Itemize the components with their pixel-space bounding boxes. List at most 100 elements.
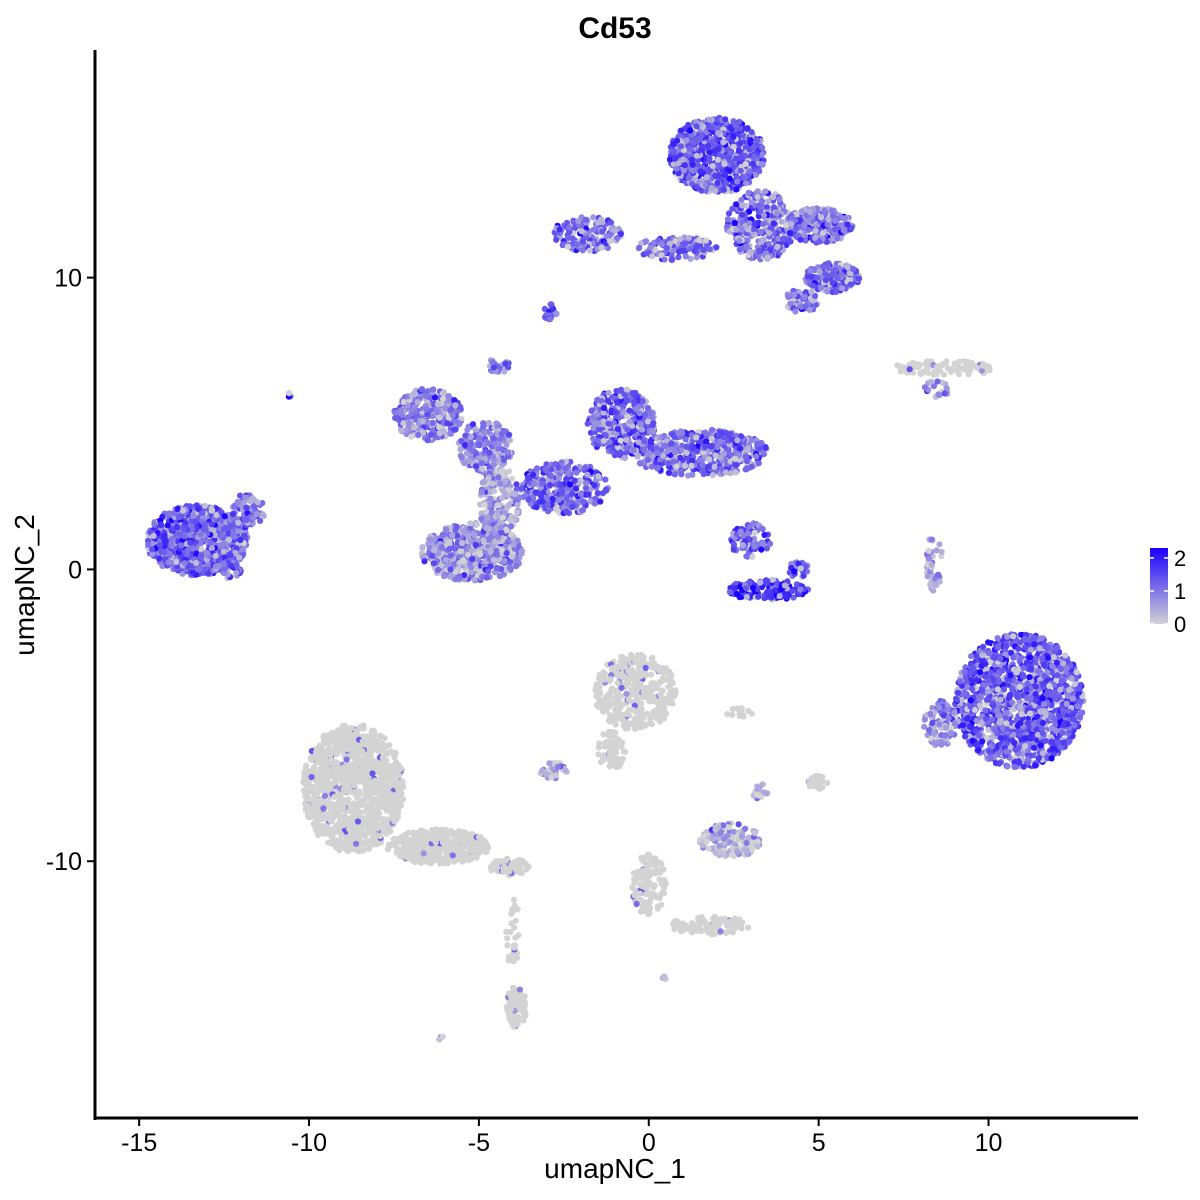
cell-point bbox=[487, 495, 494, 502]
cell-point bbox=[757, 229, 765, 236]
cell-point bbox=[699, 131, 706, 138]
cell-point bbox=[637, 420, 644, 428]
cell-point bbox=[436, 414, 443, 421]
cell-point bbox=[429, 413, 436, 420]
cell-point bbox=[508, 475, 516, 482]
cell-point bbox=[471, 576, 478, 583]
cell-point bbox=[505, 502, 512, 509]
cell-point bbox=[584, 471, 591, 478]
cell-point bbox=[548, 473, 555, 480]
cell-point bbox=[217, 543, 224, 550]
cell-point bbox=[594, 411, 601, 418]
cell-point bbox=[212, 552, 219, 559]
cell-point bbox=[614, 450, 621, 457]
cell-point bbox=[462, 432, 469, 439]
cell-point bbox=[461, 460, 468, 467]
cell-point bbox=[429, 419, 436, 427]
cell-point bbox=[156, 555, 163, 562]
cell-point bbox=[693, 183, 700, 190]
cell-point bbox=[458, 437, 465, 445]
cell-point bbox=[663, 244, 671, 252]
cell-points bbox=[144, 114, 1087, 1043]
cell-point bbox=[435, 566, 442, 574]
cell-point bbox=[427, 536, 434, 543]
cell-point bbox=[564, 243, 572, 250]
cell-point bbox=[682, 253, 690, 260]
cell-point bbox=[231, 503, 238, 510]
cell-point bbox=[654, 449, 661, 457]
cell-point bbox=[181, 526, 188, 533]
cell-point bbox=[175, 514, 183, 521]
cell-point bbox=[463, 450, 471, 457]
cell-point bbox=[473, 521, 480, 528]
cell-point bbox=[738, 196, 745, 204]
cell-point bbox=[558, 459, 565, 466]
cell-point bbox=[760, 212, 768, 219]
cell-point bbox=[486, 501, 493, 508]
cell-point bbox=[713, 244, 720, 251]
cell-point bbox=[481, 455, 488, 462]
cell-point bbox=[187, 539, 194, 546]
cell-point bbox=[762, 444, 769, 451]
cell-point bbox=[678, 471, 685, 478]
cell-point bbox=[501, 428, 508, 435]
cell-point bbox=[759, 144, 766, 151]
cell-point bbox=[534, 465, 541, 472]
cell-point bbox=[696, 236, 703, 243]
cell-point bbox=[725, 210, 733, 217]
cell-point bbox=[748, 463, 755, 470]
cell-point bbox=[458, 454, 465, 461]
cell-point bbox=[812, 227, 819, 234]
cell-point bbox=[210, 527, 217, 534]
cell-point bbox=[483, 525, 490, 532]
cell-point bbox=[501, 557, 508, 564]
cell-point bbox=[476, 568, 484, 575]
cell-point bbox=[496, 572, 503, 580]
cell-point bbox=[604, 397, 612, 404]
cell-point bbox=[706, 463, 713, 470]
cell-point bbox=[468, 441, 475, 448]
cell-point bbox=[254, 499, 261, 506]
cell-point bbox=[672, 155, 679, 162]
cell-point bbox=[502, 360, 509, 367]
cell-point bbox=[145, 541, 152, 548]
cell-point bbox=[754, 441, 761, 448]
cell-point bbox=[441, 573, 448, 580]
cell-point bbox=[722, 116, 729, 123]
cell-point bbox=[228, 523, 235, 530]
cell-point bbox=[532, 489, 539, 496]
cell-point bbox=[149, 546, 156, 553]
cell-point bbox=[563, 508, 570, 515]
cell-point bbox=[706, 116, 713, 123]
cell-point bbox=[496, 480, 504, 487]
cell-point bbox=[197, 531, 204, 538]
cell-point bbox=[194, 505, 202, 512]
cell-point bbox=[566, 224, 573, 231]
cell-point bbox=[774, 243, 781, 250]
cell-point bbox=[631, 398, 638, 405]
cell-point bbox=[179, 507, 187, 514]
cell-point bbox=[706, 246, 713, 253]
cell-point bbox=[184, 547, 191, 554]
cell-point bbox=[736, 118, 743, 125]
cell-point bbox=[235, 519, 242, 526]
cell-point bbox=[670, 148, 678, 155]
cell-point bbox=[413, 408, 420, 415]
cell-point bbox=[450, 561, 457, 568]
cell-point bbox=[621, 455, 629, 462]
cell-point bbox=[798, 208, 806, 215]
cell-point bbox=[613, 398, 621, 405]
cell-point bbox=[736, 237, 743, 244]
cell-point bbox=[197, 565, 204, 572]
cell-point bbox=[481, 430, 488, 437]
cell-point bbox=[689, 471, 696, 478]
cell-point bbox=[626, 407, 633, 414]
cell-point bbox=[234, 498, 241, 505]
cell-point bbox=[702, 182, 709, 189]
cell-point bbox=[754, 188, 761, 195]
cell-point bbox=[472, 541, 479, 549]
cell-point bbox=[751, 221, 758, 228]
cell-point bbox=[510, 490, 517, 497]
cell-point bbox=[703, 174, 710, 181]
cell-point bbox=[505, 431, 513, 438]
